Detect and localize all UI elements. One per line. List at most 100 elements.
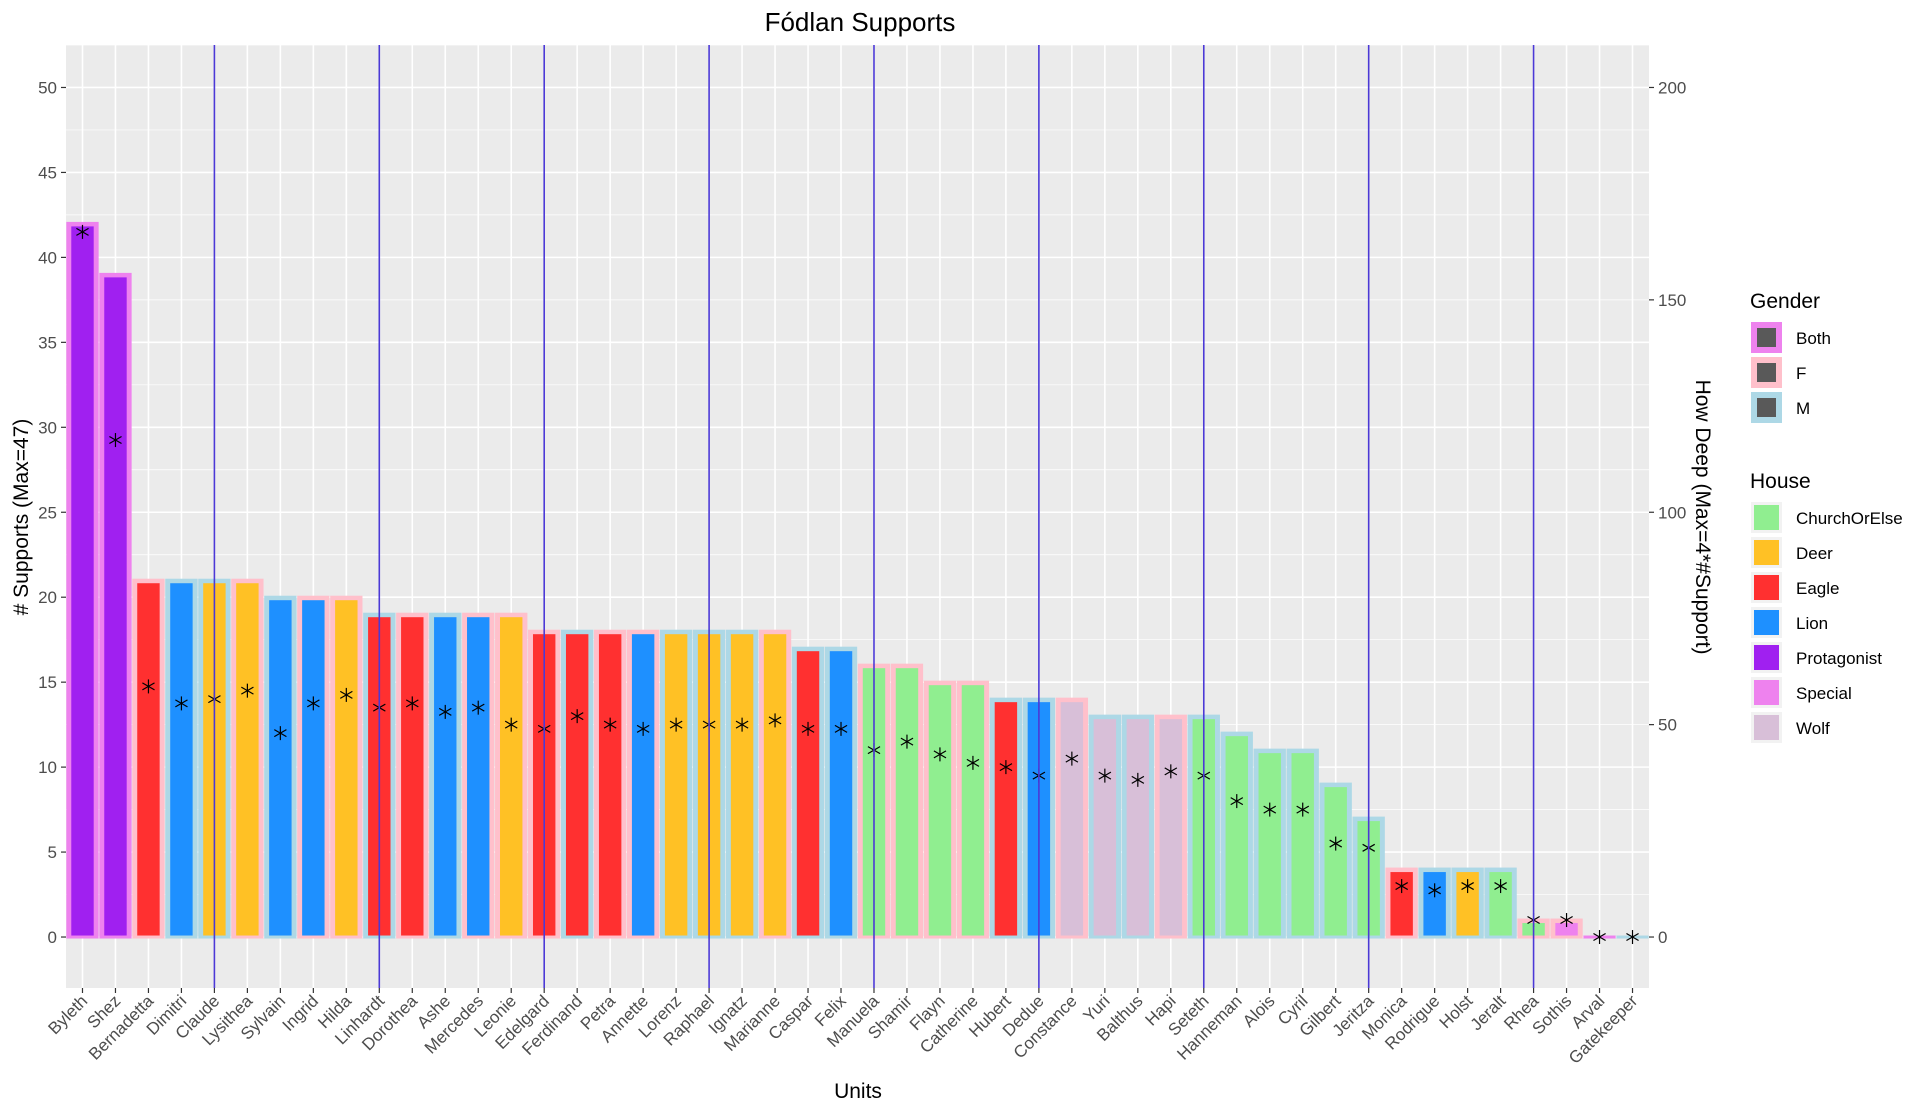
bar-gilbert bbox=[1324, 787, 1347, 936]
legend-house-swatch bbox=[1754, 645, 1779, 670]
x-tick-label-alois: Alois bbox=[1239, 991, 1278, 1030]
y2-tick-label: 0 bbox=[1658, 928, 1667, 947]
bar-ingrid bbox=[302, 600, 325, 936]
depth-marker-gilbert bbox=[1329, 836, 1343, 851]
depth-marker-byleth bbox=[76, 224, 89, 239]
depth-marker-holst bbox=[1461, 879, 1474, 894]
depth-marker-rodrigue bbox=[1428, 883, 1441, 898]
legend-house-swatch bbox=[1754, 680, 1779, 705]
legend-gender-item-both: Both bbox=[1751, 322, 1831, 353]
depth-marker-bernadetta bbox=[142, 679, 155, 694]
legend-house-item-churchorelse: ChurchOrElse bbox=[1751, 502, 1903, 533]
bar-yuri bbox=[1093, 719, 1117, 936]
legend-house-item-wolf: Wolf bbox=[1751, 712, 1830, 743]
depth-marker-balthus bbox=[1131, 772, 1145, 787]
bar-hilda bbox=[335, 600, 358, 936]
bar-jeralt bbox=[1489, 872, 1512, 936]
y-tick-label: 25 bbox=[38, 503, 57, 522]
legend-house-item-eagle: Eagle bbox=[1751, 572, 1839, 603]
y2-tick-label: 50 bbox=[1658, 716, 1677, 735]
y2-tick-label: 200 bbox=[1658, 78, 1686, 97]
y2-axis-title: How Deep (Max=4*#Support) bbox=[1691, 380, 1714, 655]
y-tick-label: 40 bbox=[38, 248, 57, 267]
legend-house-label: Lion bbox=[1796, 614, 1828, 633]
depth-marker-ignatz bbox=[735, 717, 749, 732]
depth-marker-dimitri bbox=[175, 696, 188, 711]
legend-house-label: Protagonist bbox=[1796, 649, 1882, 668]
depth-marker-leonie bbox=[504, 717, 518, 732]
bar-dorothea bbox=[401, 617, 424, 936]
legend-house-item-deer: Deer bbox=[1751, 537, 1833, 568]
chart-title: Fódlan Supports bbox=[765, 7, 956, 37]
legend-gender-label: F bbox=[1796, 364, 1806, 383]
bar-ashe bbox=[434, 617, 457, 936]
depth-marker-sothis bbox=[1560, 913, 1573, 928]
depth-marker-ashe bbox=[438, 704, 452, 719]
legend-house-label: Special bbox=[1796, 684, 1852, 703]
bar-sylvain bbox=[269, 600, 292, 936]
bar-sothis bbox=[1555, 923, 1578, 936]
bar-byleth bbox=[71, 226, 94, 936]
bar-constance bbox=[1060, 702, 1084, 936]
bar-felix bbox=[829, 651, 853, 936]
y-axis-right: 0 50 100 150 200 bbox=[1649, 78, 1686, 947]
legend-house-item-lion: Lion bbox=[1751, 607, 1828, 638]
legend-house-item-protagonist: Protagonist bbox=[1751, 642, 1882, 673]
depth-marker-hanneman bbox=[1230, 794, 1244, 809]
legend-house-item-special: Special bbox=[1751, 677, 1852, 708]
bar-bernadetta bbox=[137, 583, 160, 936]
y-tick-label: 0 bbox=[48, 928, 57, 947]
house-separator-lines bbox=[213, 45, 1535, 988]
depth-marker-marianne bbox=[768, 713, 782, 728]
depth-marker-hilda bbox=[339, 687, 353, 702]
bar-petra bbox=[598, 634, 622, 936]
y2-tick-label: 150 bbox=[1658, 291, 1686, 310]
depth-marker-ferdinand bbox=[570, 709, 584, 724]
bar-monica bbox=[1390, 872, 1413, 936]
legend-gender-label: M bbox=[1796, 399, 1810, 418]
depth-marker-constance bbox=[1065, 751, 1079, 766]
depth-marker-mercedes bbox=[471, 700, 485, 715]
depth-marker-yuri bbox=[1098, 768, 1112, 783]
bar-shez bbox=[104, 277, 127, 936]
bar-caspar bbox=[796, 651, 820, 936]
bar-ferdinand bbox=[565, 634, 589, 936]
bar-alois bbox=[1258, 753, 1281, 936]
depth-marker-lysithea bbox=[241, 683, 254, 698]
y-tick-label: 5 bbox=[48, 843, 57, 862]
bar-rodrigue bbox=[1423, 872, 1446, 936]
bar-hapi bbox=[1159, 719, 1183, 936]
x-axis: BylethShezBernadettaDimitriClaudeLysithe… bbox=[44, 988, 1642, 1068]
y2-tick-label: 100 bbox=[1658, 503, 1686, 522]
bar-flayn bbox=[928, 685, 952, 936]
bar-hubert bbox=[994, 702, 1018, 936]
x-tick-label-ingrid: Ingrid bbox=[279, 991, 323, 1035]
depth-marker-gatekeeper bbox=[1626, 930, 1639, 945]
legend-house-swatch bbox=[1754, 575, 1779, 600]
depth-marker-sylvain bbox=[274, 726, 287, 741]
legend-house-label: Eagle bbox=[1796, 579, 1839, 598]
legend-house-title: House bbox=[1750, 470, 1811, 493]
depth-marker-hapi bbox=[1164, 764, 1178, 779]
legend-gender-swatch bbox=[1757, 398, 1776, 417]
depth-marker-cyril bbox=[1296, 802, 1310, 817]
bar-ignatz bbox=[730, 634, 754, 936]
depth-marker-monica bbox=[1395, 879, 1409, 894]
legend-house-swatch bbox=[1754, 505, 1779, 530]
bar-dimitri bbox=[170, 583, 193, 936]
bar-annette bbox=[631, 634, 655, 936]
depth-marker-annette bbox=[636, 721, 650, 736]
legend-gender-item-f: F bbox=[1751, 357, 1806, 388]
depth-marker-petra bbox=[603, 717, 617, 732]
y-tick-label: 15 bbox=[38, 673, 57, 692]
depth-marker-lorenz bbox=[669, 717, 683, 732]
bar-mercedes bbox=[467, 617, 490, 936]
depth-marker-arval bbox=[1593, 930, 1606, 945]
legend-gender-swatch bbox=[1757, 328, 1776, 347]
legend-gender-item-m: M bbox=[1751, 392, 1810, 423]
legend-gender: Gender Both FM bbox=[1750, 290, 1831, 423]
bars-layer bbox=[66, 221, 1649, 939]
y-tick-label: 35 bbox=[38, 333, 57, 352]
